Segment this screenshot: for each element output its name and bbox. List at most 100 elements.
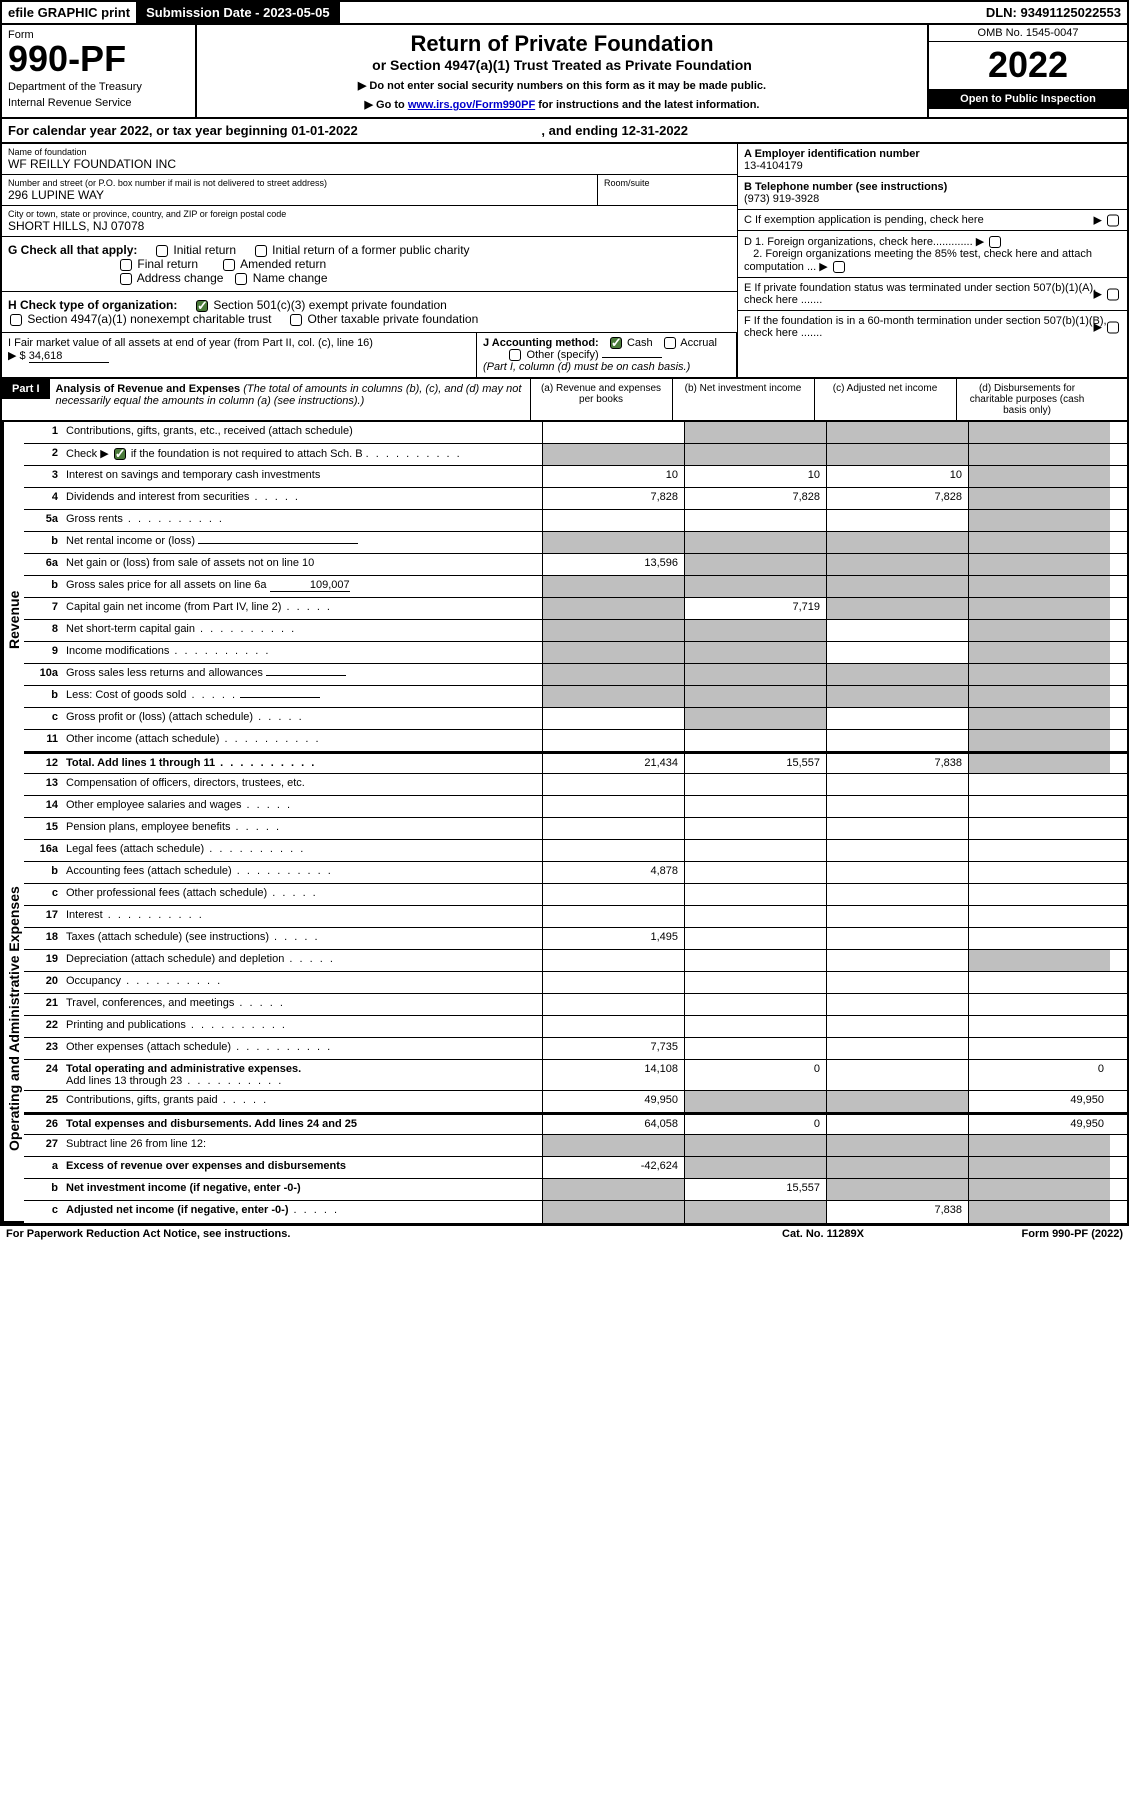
line-8-desc-text: Net short-term capital gain [66, 623, 195, 635]
line-10a: 10aGross sales less returns and allowanc… [24, 664, 1127, 686]
final-return-check[interactable] [120, 259, 132, 271]
line-27a: aExcess of revenue over expenses and dis… [24, 1157, 1127, 1179]
ij-row: I Fair market value of all assets at end… [2, 333, 737, 377]
g-check-row: G Check all that apply: Initial return I… [2, 237, 737, 292]
room-suite-cell: Room/suite [597, 175, 737, 205]
line-12-c: 7,838 [826, 754, 968, 773]
line-2-desc: Check ▶ if the foundation is not require… [62, 444, 542, 465]
schb-check[interactable] [114, 448, 126, 460]
other-method-check[interactable] [509, 349, 521, 361]
line-6b: bGross sales price for all assets on lin… [24, 576, 1127, 598]
line-17: 17Interest [24, 906, 1127, 928]
phone-cell: B Telephone number (see instructions) (9… [738, 177, 1127, 210]
initial-public-check[interactable] [255, 245, 267, 257]
foundation-name-cell: Name of foundation WF REILLY FOUNDATION … [2, 144, 737, 175]
line-9-desc: Income modifications [62, 642, 542, 663]
other-taxable-check[interactable] [290, 314, 302, 326]
line-7-desc-text: Capital gain net income (from Part IV, l… [66, 601, 281, 613]
line-22-desc: Printing and publications [62, 1016, 542, 1037]
d2-check[interactable] [833, 261, 845, 273]
4947-check[interactable] [10, 314, 22, 326]
line-16a-desc-text: Legal fees (attach schedule) [66, 843, 204, 855]
irs-link[interactable]: www.irs.gov/Form990PF [408, 99, 535, 111]
f-label: F If the foundation is in a 60-month ter… [744, 315, 1107, 339]
line-15: 15Pension plans, employee benefits [24, 818, 1127, 840]
j-note: (Part I, column (d) must be on cash basi… [483, 361, 690, 373]
line-26-d: 49,950 [968, 1115, 1110, 1134]
line-26: 26Total expenses and disbursements. Add … [24, 1113, 1127, 1135]
other-specify-input[interactable] [602, 357, 662, 358]
room-label: Room/suite [604, 178, 731, 188]
footer-right: Form 990-PF (2022) [923, 1228, 1123, 1240]
c-label: C If exemption application is pending, c… [744, 214, 984, 226]
line-20: 20Occupancy [24, 972, 1127, 994]
line-5b: bNet rental income or (loss) [24, 532, 1127, 554]
line-11-desc: Other income (attach schedule) [62, 730, 542, 751]
calyear-end: , and ending 12-31-2022 [541, 123, 688, 138]
dept-irs: Internal Revenue Service [8, 97, 189, 109]
col-b-head: (b) Net investment income [672, 379, 814, 420]
d1-check[interactable] [989, 236, 1001, 248]
501c3-check[interactable] [196, 300, 208, 312]
dept-treasury: Department of the Treasury [8, 81, 189, 93]
submission-date: Submission Date - 2023-05-05 [136, 2, 340, 23]
line-24-desc: Total operating and administrative expen… [62, 1060, 542, 1090]
line-26-b: 0 [684, 1115, 826, 1134]
line-16b: bAccounting fees (attach schedule)4,878 [24, 862, 1127, 884]
line-10b-input[interactable] [240, 697, 320, 698]
amended-check[interactable] [223, 259, 235, 271]
f-check[interactable] [1107, 322, 1119, 334]
j-label: J Accounting method: [483, 337, 599, 349]
line-16b-desc-text: Accounting fees (attach schedule) [66, 865, 232, 877]
line-12-desc: Total. Add lines 1 through 11 [62, 754, 542, 773]
line-25-a: 49,950 [542, 1091, 684, 1112]
initial-return-check[interactable] [156, 245, 168, 257]
line-26-desc: Total expenses and disbursements. Add li… [62, 1115, 542, 1134]
line-6a: 6aNet gain or (loss) from sale of assets… [24, 554, 1127, 576]
line-6b-desc-text: Gross sales price for all assets on line… [66, 579, 267, 591]
header-right: OMB No. 1545-0047 2022 Open to Public In… [927, 25, 1127, 117]
phone-value: (973) 919-3928 [744, 193, 819, 205]
line-3-b: 10 [684, 466, 826, 487]
line-5b-input[interactable] [198, 543, 358, 544]
line-5a-desc: Gross rents [62, 510, 542, 531]
line-10a-desc-text: Gross sales less returns and allowances [66, 667, 263, 679]
col-a-head: (a) Revenue and expenses per books [530, 379, 672, 420]
line-1: 1Contributions, gifts, grants, etc., rec… [24, 422, 1127, 444]
accrual-check[interactable] [664, 337, 676, 349]
line-2: 2Check ▶ if the foundation is not requir… [24, 444, 1127, 466]
form-title: Return of Private Foundation [203, 31, 921, 57]
line-12-a: 21,434 [542, 754, 684, 773]
line-3-a: 10 [542, 466, 684, 487]
address-change-check[interactable] [120, 273, 132, 285]
h-opt-3: Other taxable private foundation [308, 312, 479, 326]
line-4-desc: Dividends and interest from securities [62, 488, 542, 509]
line-8: 8Net short-term capital gain [24, 620, 1127, 642]
line-9-desc-text: Income modifications [66, 645, 169, 657]
line-4-desc-text: Dividends and interest from securities [66, 491, 249, 503]
name-change-check[interactable] [235, 273, 247, 285]
line-10a-input[interactable] [266, 675, 346, 676]
line-27b-b: 15,557 [684, 1179, 826, 1200]
note-post: for instructions and the latest informat… [535, 99, 759, 111]
h-label: H Check type of organization: [8, 298, 177, 312]
line-10b-desc: Less: Cost of goods sold [62, 686, 542, 707]
line-16c-desc: Other professional fees (attach schedule… [62, 884, 542, 905]
line-18-desc: Taxes (attach schedule) (see instruction… [62, 928, 542, 949]
efile-label[interactable]: efile GRAPHIC print [2, 3, 136, 22]
line-27: 27Subtract line 26 from line 12: [24, 1135, 1127, 1157]
cash-check[interactable] [610, 337, 622, 349]
line-25-desc-text: Contributions, gifts, grants paid [66, 1094, 218, 1106]
g-opt-4: Address change [137, 271, 224, 285]
line-18-a: 1,495 [542, 928, 684, 949]
omb-number: OMB No. 1545-0047 [929, 25, 1127, 42]
c-check[interactable] [1107, 215, 1119, 227]
address-row: Number and street (or P.O. box number if… [2, 175, 737, 206]
revenue-side-label: Revenue [2, 422, 24, 817]
line-25-d: 49,950 [968, 1091, 1110, 1112]
city-label: City or town, state or province, country… [8, 209, 731, 219]
calyear-begin: For calendar year 2022, or tax year begi… [8, 123, 358, 138]
top-bar: efile GRAPHIC print Submission Date - 20… [0, 0, 1129, 25]
e-check[interactable] [1107, 289, 1119, 301]
line-27c: cAdjusted net income (if negative, enter… [24, 1201, 1127, 1223]
